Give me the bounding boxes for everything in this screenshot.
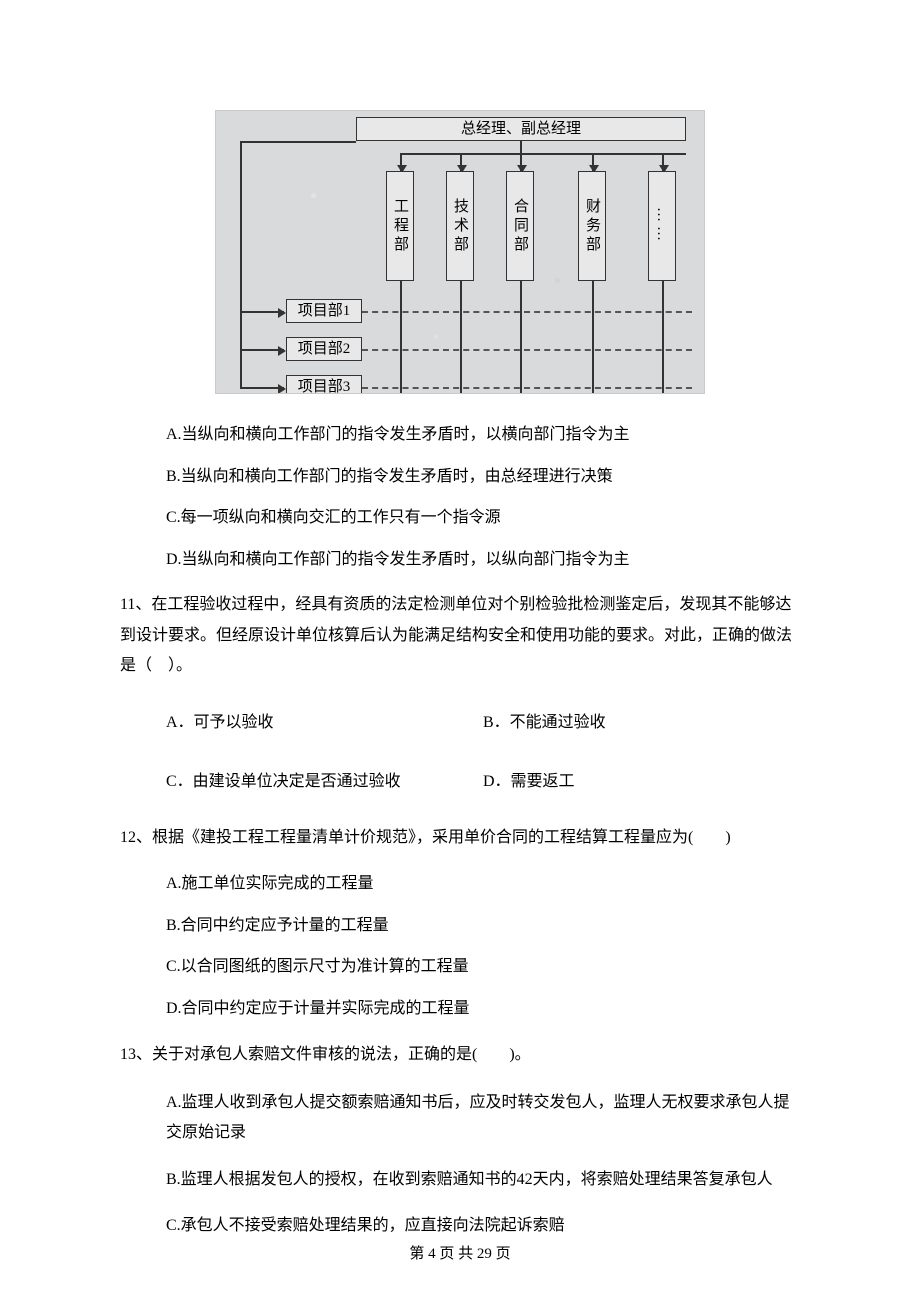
connector-arrow	[662, 153, 664, 171]
option-c: C.每一项纵向和横向交汇的工作只有一个指令源	[166, 505, 800, 531]
q10-options: A.当纵向和横向工作部门的指令发生矛盾时，以横向部门指令为主 B.当纵向和横向工…	[166, 422, 800, 572]
node-label: 合同部	[508, 192, 532, 261]
option-a: A.当纵向和横向工作部门的指令发生矛盾时，以横向部门指令为主	[166, 422, 800, 448]
node-label: 技术部	[448, 192, 472, 261]
option-c: C.承包人不接受索赔处理结果的，应直接向法院起诉索赔	[166, 1211, 800, 1241]
q13-stem: 13、关于对承包人索赔文件审核的说法，正确的是( )。	[120, 1040, 800, 1070]
node-label: 项目部1	[298, 299, 351, 323]
node-label: 项目部2	[298, 337, 351, 361]
connector-arrow	[240, 349, 284, 351]
option-b: B.当纵向和横向工作部门的指令发生矛盾时，由总经理进行决策	[166, 464, 800, 490]
node-label: 工程部	[388, 192, 412, 261]
connector-line	[662, 281, 664, 394]
connector-line	[400, 281, 402, 394]
q11-options-row2: C．由建设单位决定是否通过验收 D．需要返工	[166, 759, 800, 805]
connector-line	[592, 281, 594, 394]
option-d: D．需要返工	[483, 769, 800, 795]
matrix-dash-line	[362, 387, 692, 389]
connector-line	[520, 281, 522, 394]
connector-arrow	[592, 153, 594, 171]
option-d: D.合同中约定应于计量并实际完成的工程量	[166, 996, 800, 1022]
node-label: ……	[650, 201, 674, 251]
q11-stem: 11、在工程验收过程中，经具有资质的法定检测单位对个别检验批检测鉴定后，发现其不…	[120, 590, 800, 681]
option-a: A.施工单位实际完成的工程量	[166, 871, 800, 897]
connector-arrow	[240, 311, 284, 313]
connector-arrow	[240, 387, 284, 389]
node-dept-contract: 合同部	[506, 171, 534, 281]
connector-arrow	[400, 153, 402, 171]
node-dept-more: ……	[648, 171, 676, 281]
option-a: A.监理人收到承包人提交额索赔通知书后，应及时转交发包人，监理人无权要求承包人提…	[166, 1088, 800, 1149]
org-chart-figure: 总经理、副总经理 工程部 技术部	[120, 110, 800, 394]
node-dept-engineering: 工程部	[386, 171, 414, 281]
connector-line	[400, 153, 686, 155]
connector-line	[520, 141, 522, 153]
option-b: B．不能通过验收	[483, 710, 800, 736]
node-project-2: 项目部2	[286, 337, 362, 361]
q11-options-row1: A．可予以验收 B．不能通过验收	[166, 700, 800, 746]
node-label: 总经理、副总经理	[461, 117, 581, 141]
connector-line	[460, 281, 462, 394]
matrix-dash-line	[362, 311, 692, 313]
node-general-manager: 总经理、副总经理	[356, 117, 686, 141]
option-d: D.当纵向和横向工作部门的指令发生矛盾时，以纵向部门指令为主	[166, 547, 800, 573]
node-dept-technical: 技术部	[446, 171, 474, 281]
option-c: C.以合同图纸的图示尺寸为准计算的工程量	[166, 954, 800, 980]
option-b: B.合同中约定应予计量的工程量	[166, 913, 800, 939]
org-chart: 总经理、副总经理 工程部 技术部	[215, 110, 705, 394]
connector-line	[240, 141, 356, 143]
connector-arrow	[520, 153, 522, 171]
node-project-1: 项目部1	[286, 299, 362, 323]
node-dept-finance: 财务部	[578, 171, 606, 281]
option-a: A．可予以验收	[166, 710, 483, 736]
option-b: B.监理人根据发包人的授权，在收到索赔通知书的42天内，将索赔处理结果答复承包人	[166, 1165, 800, 1195]
node-project-3: 项目部3	[286, 375, 362, 394]
option-c: C．由建设单位决定是否通过验收	[166, 769, 483, 795]
matrix-dash-line	[362, 349, 692, 351]
page-footer: 第 4 页 共 29 页	[0, 1242, 920, 1266]
q12-stem: 12、根据《建投工程工程量清单计价规范》，采用单价合同的工程结算工程量应为( )	[120, 823, 800, 853]
connector-arrow	[460, 153, 462, 171]
node-label: 财务部	[580, 192, 604, 261]
node-label: 项目部3	[298, 375, 351, 394]
